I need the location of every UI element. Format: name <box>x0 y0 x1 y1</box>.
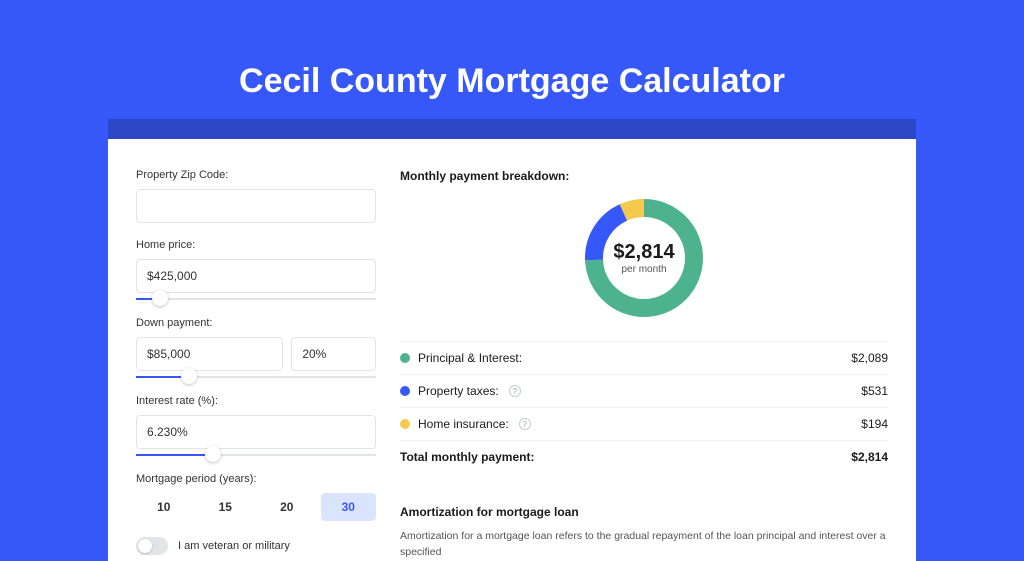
dot-icon <box>400 386 410 396</box>
amortization-text: Amortization for a mortgage loan refers … <box>400 529 888 561</box>
line-item-value: $2,089 <box>851 351 888 365</box>
veteran-label: I am veteran or military <box>178 540 290 552</box>
amortization-block: Amortization for mortgage loan Amortizat… <box>400 491 888 561</box>
slider-track <box>136 298 376 300</box>
amortization-title: Amortization for mortgage loan <box>400 505 888 519</box>
slider-thumb[interactable] <box>152 290 168 306</box>
breakdown-title: Monthly payment breakdown: <box>400 169 888 183</box>
period-btn-15[interactable]: 15 <box>198 493 254 521</box>
veteran-toggle[interactable] <box>136 537 168 555</box>
interest-rate-label: Interest rate (%): <box>136 395 376 407</box>
slider-fill <box>136 454 213 456</box>
slider-thumb[interactable] <box>205 446 221 462</box>
donut-sub: per month <box>621 264 666 275</box>
line-item-value: $531 <box>861 384 888 398</box>
donut-amount: $2,814 <box>613 241 674 264</box>
line-item-label: Property taxes: <box>418 384 499 398</box>
down-payment-slider[interactable] <box>136 373 376 381</box>
line-item-property-taxes: Property taxes: ? $531 <box>400 374 888 407</box>
home-price-field: Home price: <box>136 239 376 303</box>
header-bar <box>108 119 916 139</box>
period-btn-10[interactable]: 10 <box>136 493 192 521</box>
calculator-card: Property Zip Code: Home price: Down paym… <box>108 139 916 561</box>
donut-chart: $2,814 per month <box>400 193 888 323</box>
dot-icon <box>400 353 410 363</box>
home-price-slider[interactable] <box>136 295 376 303</box>
zip-label: Property Zip Code: <box>136 169 376 181</box>
home-price-input[interactable] <box>136 259 376 293</box>
interest-rate-slider[interactable] <box>136 451 376 459</box>
info-icon[interactable]: ? <box>509 385 521 397</box>
down-payment-field: Down payment: <box>136 317 376 381</box>
form-column: Property Zip Code: Home price: Down paym… <box>136 169 376 561</box>
period-btn-20[interactable]: 20 <box>259 493 315 521</box>
home-price-label: Home price: <box>136 239 376 251</box>
line-item-home-insurance: Home insurance: ? $194 <box>400 407 888 440</box>
breakdown-column: Monthly payment breakdown: $2,814 per mo… <box>400 169 888 561</box>
down-payment-amount-input[interactable] <box>136 337 283 371</box>
page-title: Cecil County Mortgage Calculator <box>0 0 1024 119</box>
dot-icon <box>400 419 410 429</box>
line-item-total: Total monthly payment: $2,814 <box>400 440 888 473</box>
slider-thumb[interactable] <box>181 368 197 384</box>
line-item-label: Home insurance: <box>418 417 509 431</box>
total-label: Total monthly payment: <box>400 450 534 464</box>
down-payment-label: Down payment: <box>136 317 376 329</box>
info-icon[interactable]: ? <box>519 418 531 430</box>
total-value: $2,814 <box>851 450 888 464</box>
donut-center: $2,814 per month <box>579 193 709 323</box>
line-item-label: Principal & Interest: <box>418 351 522 365</box>
zip-field: Property Zip Code: <box>136 169 376 225</box>
line-item-principal-interest: Principal & Interest: $2,089 <box>400 341 888 374</box>
interest-rate-field: Interest rate (%): <box>136 395 376 459</box>
interest-rate-input[interactable] <box>136 415 376 449</box>
mortgage-period-label: Mortgage period (years): <box>136 473 376 485</box>
line-item-value: $194 <box>861 417 888 431</box>
zip-input[interactable] <box>136 189 376 223</box>
veteran-row: I am veteran or military <box>136 537 376 555</box>
mortgage-period-field: Mortgage period (years): 10 15 20 30 <box>136 473 376 521</box>
period-btn-30[interactable]: 30 <box>321 493 377 521</box>
mortgage-period-buttons: 10 15 20 30 <box>136 493 376 521</box>
down-payment-percent-input[interactable] <box>291 337 376 371</box>
